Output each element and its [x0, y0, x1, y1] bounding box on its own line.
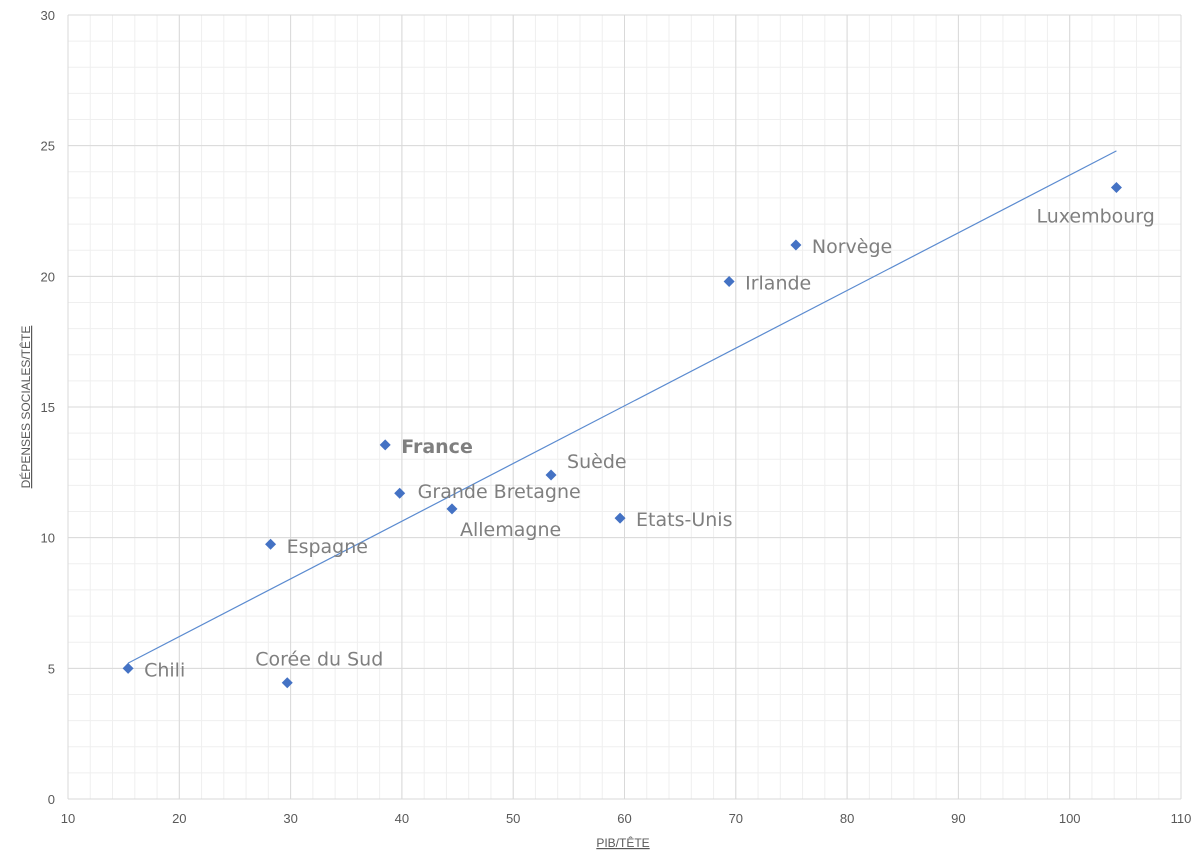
- data-point-marker: [446, 503, 458, 515]
- y-tick-label: 10: [41, 531, 55, 546]
- data-point-marker: [545, 469, 557, 481]
- x-tick-label: 60: [617, 811, 631, 826]
- data-point-marker: [281, 677, 293, 689]
- data-point-label: Etats-Unis: [636, 509, 732, 531]
- y-tick-label: 15: [41, 400, 55, 415]
- y-axis-title: DÉPENSES SOCIALES/TÊTE: [18, 326, 33, 489]
- data-point-marker: [790, 239, 802, 251]
- data-point-marker: [614, 512, 626, 524]
- data-point-label: Chili: [144, 659, 185, 681]
- y-axis-ticks: 0 5 10 15 20 25 30: [41, 8, 55, 807]
- data-point-label: Norvège: [812, 236, 892, 258]
- data-point-label: Allemagne: [460, 519, 561, 541]
- trendline-layer: [127, 150, 1117, 664]
- trendline: [127, 150, 1117, 664]
- data-point-label: Luxembourg: [1036, 205, 1154, 227]
- y-tick-label: 0: [48, 792, 55, 807]
- data-point-label: Grande Bretagne: [418, 481, 581, 503]
- data-point-marker: [723, 276, 735, 288]
- y-tick-label: 30: [41, 8, 55, 23]
- x-tick-label: 20: [172, 811, 186, 826]
- x-tick-label: 10: [61, 811, 75, 826]
- data-point-marker: [265, 538, 277, 550]
- data-point-label: Espagne: [287, 536, 368, 558]
- data-point-marker: [379, 439, 391, 451]
- x-tick-label: 50: [506, 811, 520, 826]
- x-tick-label: 70: [729, 811, 743, 826]
- y-tick-label: 20: [41, 269, 55, 284]
- x-axis-ticks: 10 20 30 40 50 60 70 80 90 100 110: [61, 811, 1192, 826]
- data-point-label: France: [401, 436, 473, 458]
- y-tick-label: 25: [41, 139, 55, 154]
- x-tick-label: 110: [1171, 811, 1192, 826]
- points-layer: [122, 181, 1122, 689]
- major-grid: [67, 14, 1182, 800]
- data-point-label: Irlande: [745, 273, 811, 295]
- x-tick-label: 100: [1059, 811, 1081, 826]
- data-point-label: Suède: [567, 451, 627, 473]
- x-tick-label: 90: [951, 811, 965, 826]
- data-point-label: Corée du Sud: [255, 649, 383, 671]
- x-tick-label: 30: [283, 811, 297, 826]
- data-point-marker: [1110, 181, 1122, 193]
- x-tick-label: 80: [840, 811, 854, 826]
- data-point-marker: [122, 662, 134, 674]
- point-labels-layer: Chili Corée du Sud Espagne France Grande Bre…: [144, 205, 1155, 681]
- data-point-marker: [394, 487, 406, 499]
- y-tick-label: 5: [48, 661, 55, 676]
- x-axis-title: PIB/TÊTE: [596, 835, 649, 850]
- x-tick-label: 40: [395, 811, 409, 826]
